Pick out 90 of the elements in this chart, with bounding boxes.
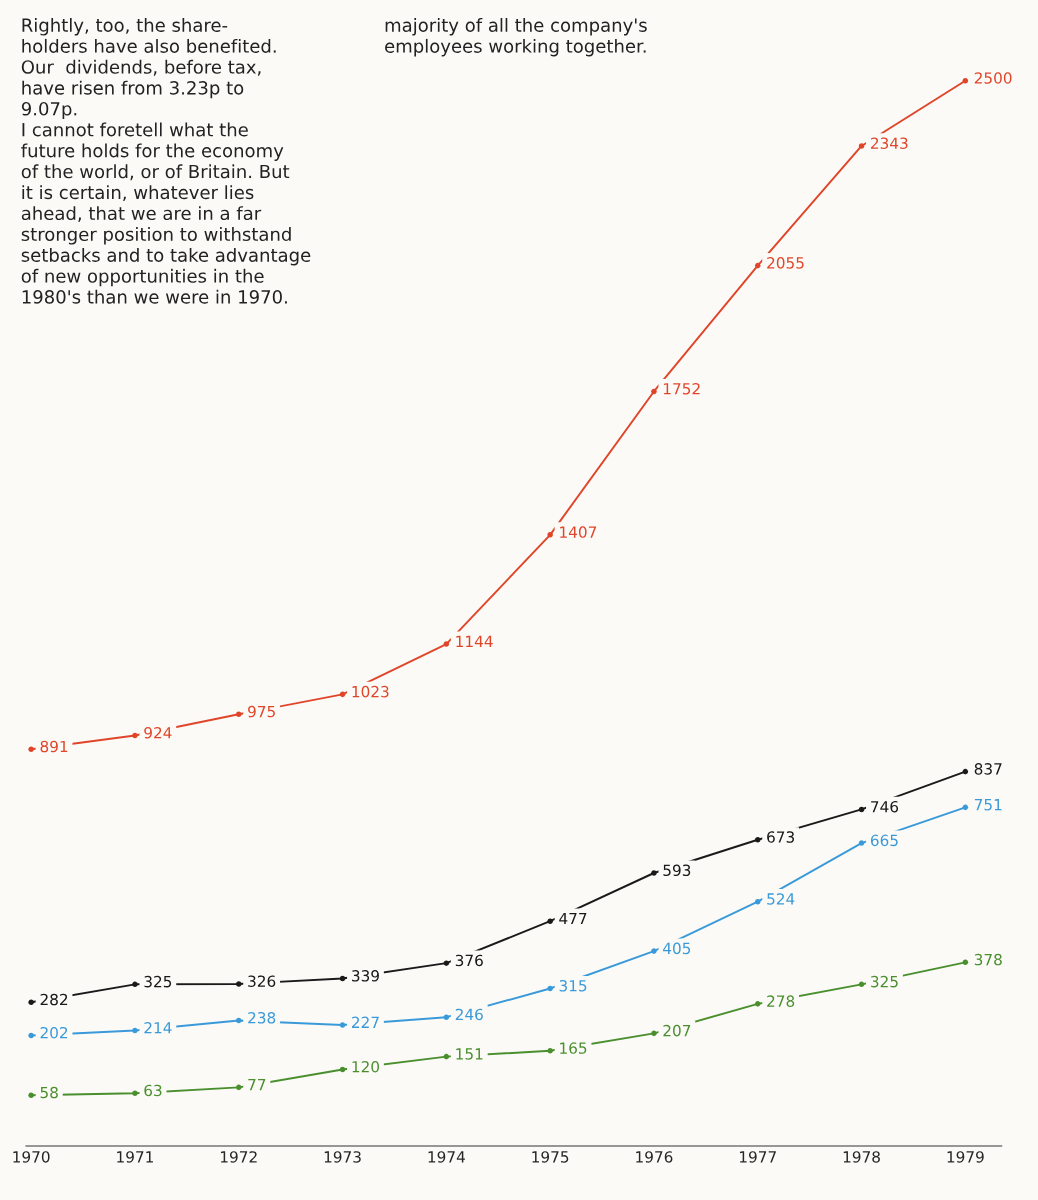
data-label: 746 (871, 800, 899, 813)
point (754, 898, 761, 905)
point (443, 960, 450, 966)
data-label: 202 (40, 1026, 68, 1039)
point (651, 388, 657, 395)
point (962, 804, 969, 811)
point (754, 1001, 761, 1007)
point (235, 1017, 242, 1024)
point (28, 999, 34, 1005)
point (443, 641, 450, 647)
data-label: 77 (248, 1079, 266, 1091)
point (235, 981, 242, 987)
data-label: 325 (144, 975, 172, 988)
point (132, 1027, 138, 1034)
data-label: 2343 (870, 137, 908, 149)
point (754, 836, 761, 843)
point (962, 77, 969, 84)
data-label: 151 (456, 1048, 483, 1060)
point (651, 948, 657, 954)
data-label: 665 (870, 834, 898, 847)
data-label: 477 (559, 912, 587, 925)
data-label: 278 (767, 995, 795, 1007)
data-label: 924 (144, 726, 172, 739)
point (443, 1053, 450, 1060)
point (132, 1090, 138, 1096)
data-label: 751 (974, 799, 1002, 811)
point (962, 768, 969, 775)
data-label: 593 (663, 864, 691, 877)
point (858, 143, 865, 149)
point (547, 1048, 553, 1054)
x-tick-label: 1971 (117, 1151, 153, 1163)
data-label: 405 (663, 942, 691, 955)
point (547, 532, 553, 538)
x-tick-label: 1972 (220, 1151, 257, 1163)
data-label: 214 (144, 1021, 172, 1034)
point (651, 870, 657, 876)
data-label: 326 (248, 975, 276, 987)
data-label: 376 (455, 954, 483, 967)
data-label: 58 (40, 1086, 58, 1099)
data-label: 207 (663, 1024, 691, 1037)
x-tick-label: 1979 (947, 1151, 984, 1163)
point (235, 711, 242, 718)
data-label: 891 (40, 740, 68, 753)
point (651, 1030, 657, 1037)
data-label: 673 (767, 831, 795, 843)
data-label: 1752 (663, 382, 700, 395)
data-label: 2500 (974, 72, 1012, 84)
point (235, 1084, 242, 1091)
data-label: 524 (767, 893, 795, 905)
data-label: 325 (871, 975, 898, 988)
x-tick-label: 1977 (739, 1151, 776, 1163)
x-tick-label: 1975 (532, 1151, 569, 1163)
point (754, 262, 761, 269)
point (858, 981, 865, 988)
point (858, 806, 865, 813)
point (339, 1022, 346, 1028)
data-label: 246 (455, 1008, 483, 1021)
data-label: 1144 (456, 635, 493, 647)
data-label: 282 (40, 993, 68, 1006)
point (547, 918, 553, 924)
point (28, 1032, 34, 1039)
data-label: 1023 (352, 685, 389, 698)
data-label: 975 (248, 705, 275, 718)
x-tick-label: 1978 (843, 1151, 880, 1163)
text: majority of all the company's employees working together. (385, 18, 647, 57)
data-label: 238 (248, 1011, 276, 1024)
data-label: 63 (144, 1084, 162, 1097)
data-label: 165 (560, 1042, 587, 1054)
data-label: 2055 (767, 257, 804, 269)
point (132, 981, 138, 988)
data-label: 315 (559, 979, 587, 992)
data-label: 339 (352, 970, 379, 982)
point (28, 746, 34, 752)
x-tick-label: 1974 (428, 1151, 465, 1163)
data-label: 227 (351, 1016, 379, 1028)
x-tick-label: 1973 (324, 1151, 361, 1163)
data-label: 1407 (560, 526, 597, 538)
point (547, 985, 553, 992)
x-tick-label: 1970 (13, 1151, 50, 1163)
text: Rightly, too, the share- holders have also benefited. Our dividends, before tax, have risen from 3.23p to 9.07p. I cannot foretell what the future holds for the economy of the world, or of Britain. But it is certain, whatever lies ahead, that we are in a far stronger position to withstand setbacks and to take advantage of new opportunities in the 1980's than we were in 1970. (21, 18, 311, 304)
data-label: 378 (974, 953, 1002, 966)
point (28, 1092, 34, 1099)
data-label: 120 (352, 1061, 380, 1073)
point (858, 840, 865, 846)
point (339, 691, 346, 698)
point (962, 959, 969, 966)
data-label: 837 (974, 763, 1002, 775)
x-tick-label: 1976 (636, 1151, 673, 1163)
point (443, 1014, 450, 1020)
point (132, 732, 138, 739)
